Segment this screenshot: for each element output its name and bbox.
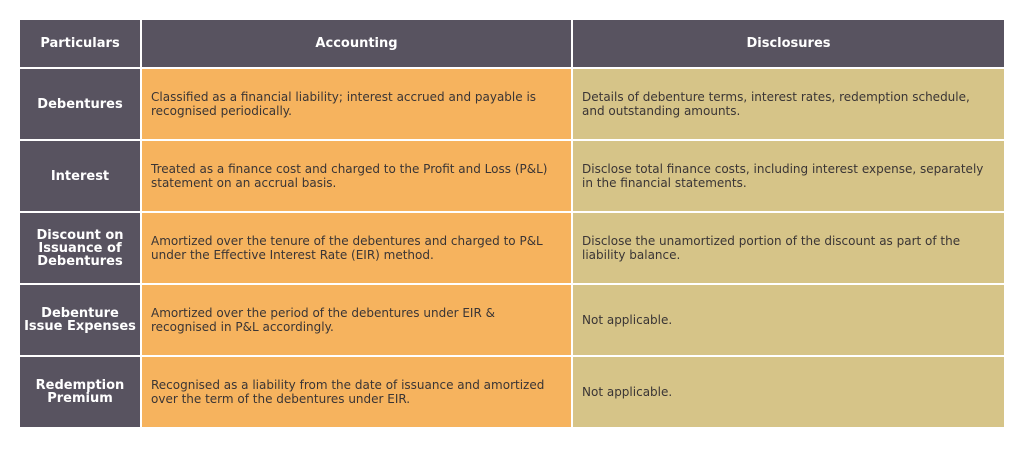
- header-disclosures: Disclosures: [573, 20, 1004, 69]
- particular-cell: Debenture Issue Expenses: [20, 285, 142, 357]
- disclosures-cell: Not applicable.: [573, 357, 1004, 427]
- table-row: Interest Treated as a finance cost and c…: [20, 141, 1004, 213]
- table-row: Redemption Premium Recognised as a liabi…: [20, 357, 1004, 427]
- particular-cell: Redemption Premium: [20, 357, 142, 427]
- table-row: Debenture Issue Expenses Amortized over …: [20, 285, 1004, 357]
- particular-cell: Interest: [20, 141, 142, 213]
- accounting-cell: Amortized over the tenure of the debentu…: [142, 213, 573, 285]
- header-accounting: Accounting: [142, 20, 573, 69]
- disclosures-cell: Disclose total finance costs, including …: [573, 141, 1004, 213]
- accounting-cell: Amortized over the period of the debentu…: [142, 285, 573, 357]
- header-particulars: Particulars: [20, 20, 142, 69]
- disclosures-cell: Disclose the unamortized portion of the …: [573, 213, 1004, 285]
- header-row: Particulars Accounting Disclosures: [20, 20, 1004, 69]
- table-header: Particulars Accounting Disclosures: [20, 20, 1004, 69]
- accounting-cell: Treated as a finance cost and charged to…: [142, 141, 573, 213]
- accounting-cell: Recognised as a liability from the date …: [142, 357, 573, 427]
- particular-cell: Discount on Issuance of Debentures: [20, 213, 142, 285]
- table-row: Debentures Classified as a financial lia…: [20, 69, 1004, 141]
- disclosures-cell: Not applicable.: [573, 285, 1004, 357]
- table-row: Discount on Issuance of Debentures Amort…: [20, 213, 1004, 285]
- disclosures-cell: Details of debenture terms, interest rat…: [573, 69, 1004, 141]
- table-body: Debentures Classified as a financial lia…: [20, 69, 1004, 427]
- accounting-cell: Classified as a financial liability; int…: [142, 69, 573, 141]
- debentures-accounting-table: Particulars Accounting Disclosures Deben…: [20, 20, 1004, 427]
- particular-cell: Debentures: [20, 69, 142, 141]
